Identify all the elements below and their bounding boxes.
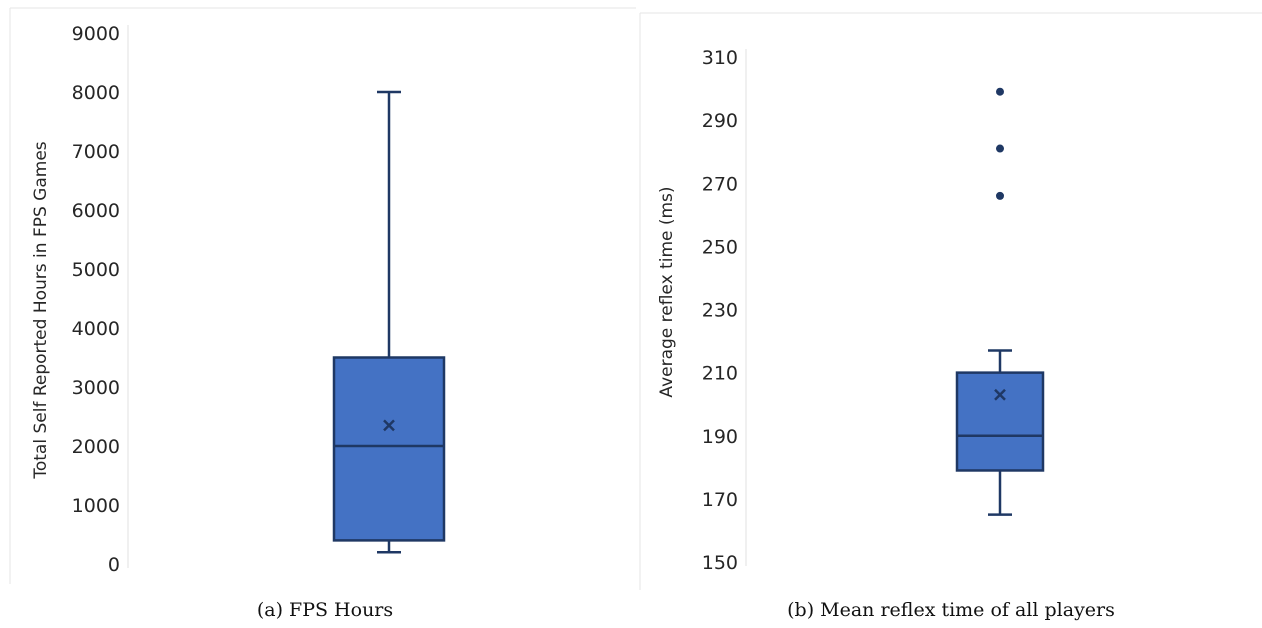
- interquartile-box: [955, 371, 1045, 472]
- y-tick-label: 310: [702, 47, 738, 69]
- y-tick-label: 3000: [72, 377, 120, 399]
- panel-caption: (b) Mean reflex time of all players: [787, 599, 1115, 621]
- y-tick-label: 4000: [72, 318, 120, 340]
- y-axis-title: Total Self Reported Hours in FPS Games: [31, 141, 51, 479]
- y-tick-label: 7000: [72, 141, 120, 163]
- y-tick-label: 150: [702, 552, 738, 574]
- chart-panel-2: 150 170 190 210 230 250 270 290 310 Average refle…: [639, 12, 1262, 621]
- chart-panel-1: 0 1000 2000 3000 4000 5000 6000 7000 8000 9000 Tot…: [9, 7, 636, 621]
- panel-caption: (a) FPS Hours: [257, 599, 393, 621]
- y-tick-label: 210: [702, 363, 738, 385]
- y-tick-label: 5000: [72, 259, 120, 281]
- y-tick-label: 1000: [72, 495, 120, 517]
- outlier-point: [996, 87, 1004, 96]
- y-tick-label: 170: [702, 489, 738, 511]
- mean-marker: [994, 388, 1006, 401]
- y-tick-label: 250: [702, 236, 738, 258]
- outlier-point: [996, 144, 1004, 153]
- y-tick-label: 6000: [72, 200, 120, 222]
- outlier-point: [996, 191, 1004, 200]
- y-tick-label: 2000: [72, 436, 120, 458]
- y-tick-label: 230: [702, 300, 738, 322]
- y-axis-title: Average reflex time (ms): [657, 186, 677, 397]
- y-tick-label: 8000: [72, 82, 120, 104]
- y-tick-label: 270: [702, 173, 738, 195]
- y-tick-label: 190: [702, 426, 738, 448]
- mean-marker: [383, 419, 395, 432]
- y-tick-label: 9000: [72, 23, 120, 45]
- interquartile-box: [332, 356, 446, 542]
- y-tick-label: 290: [702, 110, 738, 132]
- y-tick-label: 0: [108, 554, 120, 576]
